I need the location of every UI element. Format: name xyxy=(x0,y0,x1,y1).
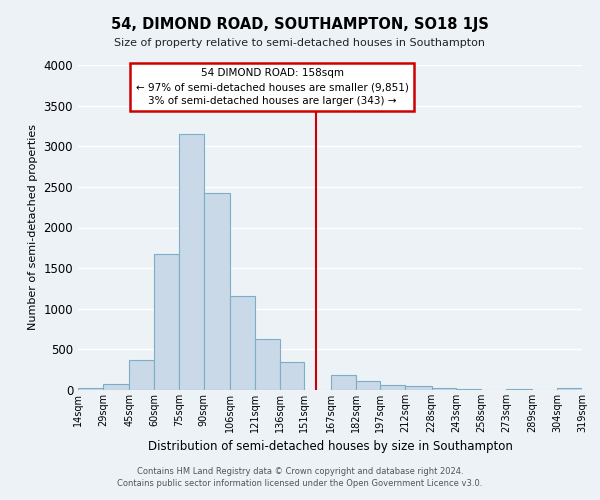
Text: 54, DIMOND ROAD, SOUTHAMPTON, SO18 1JS: 54, DIMOND ROAD, SOUTHAMPTON, SO18 1JS xyxy=(111,18,489,32)
Bar xyxy=(255,339,280,390)
Bar xyxy=(203,192,230,390)
Bar xyxy=(103,384,129,390)
Bar xyxy=(230,296,255,390)
Text: Contains HM Land Registry data © Crown copyright and database right 2024.
Contai: Contains HM Land Registry data © Crown c… xyxy=(118,466,482,487)
Bar xyxy=(356,381,380,390)
Bar xyxy=(506,389,532,390)
Bar xyxy=(380,385,405,390)
Bar xyxy=(179,134,203,390)
Bar xyxy=(78,388,103,390)
Bar xyxy=(457,389,481,390)
Bar xyxy=(280,362,304,390)
Bar xyxy=(154,254,179,390)
Text: Size of property relative to semi-detached houses in Southampton: Size of property relative to semi-detach… xyxy=(115,38,485,48)
Bar xyxy=(557,388,582,390)
Y-axis label: Number of semi-detached properties: Number of semi-detached properties xyxy=(28,124,38,330)
Text: 54 DIMOND ROAD: 158sqm
← 97% of semi-detached houses are smaller (9,851)
3% of s: 54 DIMOND ROAD: 158sqm ← 97% of semi-det… xyxy=(136,68,409,106)
Bar xyxy=(331,376,356,390)
Bar xyxy=(129,360,154,390)
Bar xyxy=(431,388,457,390)
Bar xyxy=(405,386,431,390)
X-axis label: Distribution of semi-detached houses by size in Southampton: Distribution of semi-detached houses by … xyxy=(148,440,512,454)
